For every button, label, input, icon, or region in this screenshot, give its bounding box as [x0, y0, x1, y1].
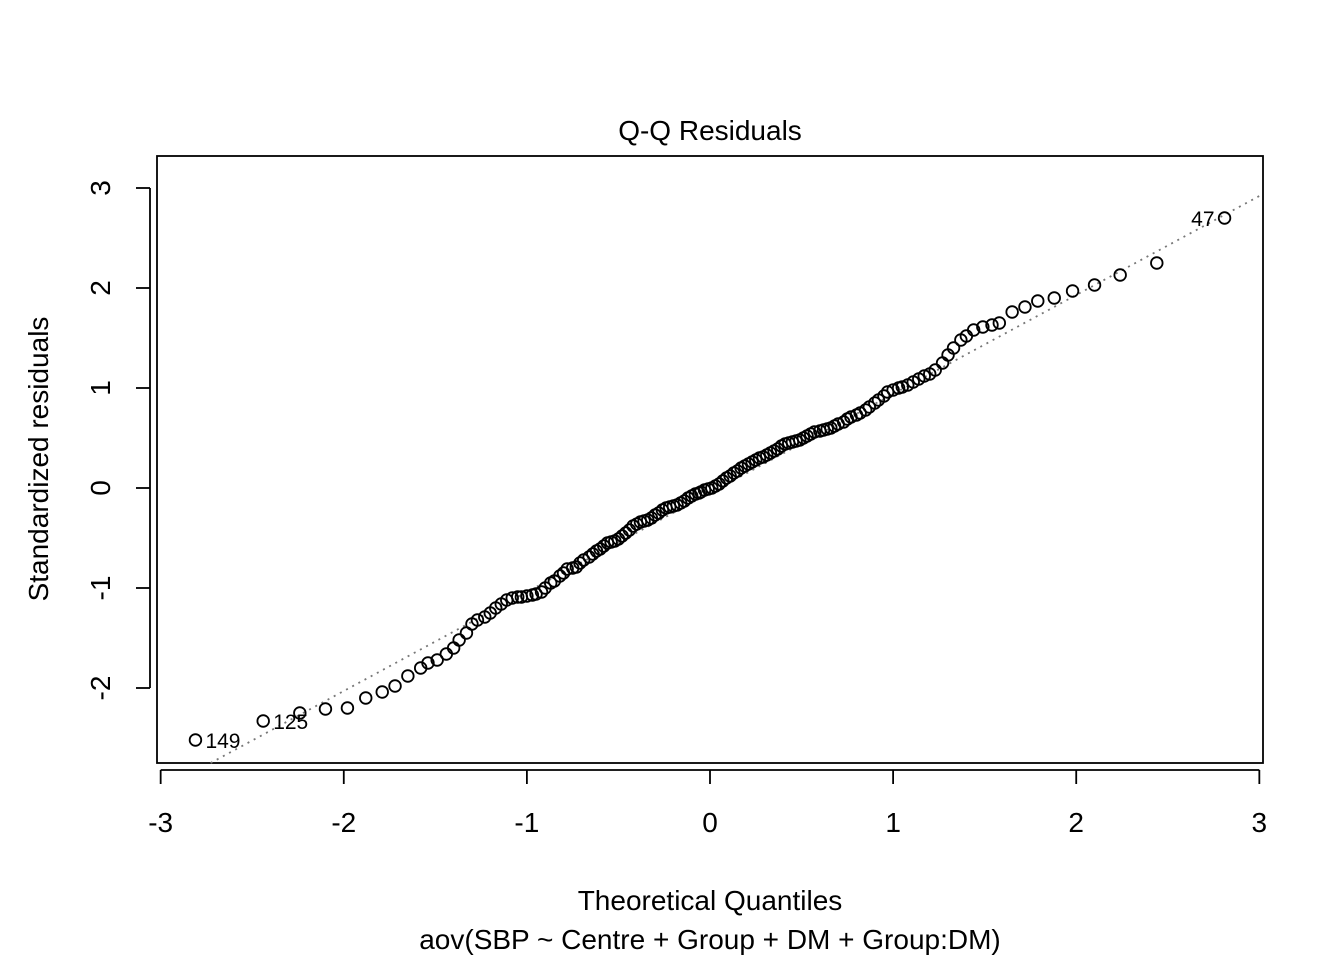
- residual-point: [1113, 268, 1127, 282]
- plot-frame: [156, 155, 1264, 764]
- residual-point: [1217, 211, 1232, 225]
- residual-point: [569, 560, 584, 574]
- residual-point: [560, 562, 574, 576]
- outlier-label: 125: [273, 711, 308, 734]
- residual-point: [1047, 291, 1061, 305]
- x-tick-label: 2: [1068, 807, 1084, 838]
- y-tick-label: 3: [85, 180, 116, 196]
- residual-point: [619, 526, 633, 540]
- y-axis-title: Standardized residuals: [23, 317, 54, 602]
- outlier-labels: 47 125 149: [205, 208, 1214, 753]
- residual-point: [188, 733, 203, 747]
- residual-point: [439, 647, 454, 661]
- residual-point: [256, 714, 270, 728]
- residual-point: [877, 389, 891, 403]
- residual-point: [946, 341, 961, 355]
- residual-point: [928, 363, 942, 377]
- residual-point: [573, 556, 587, 570]
- residual-point: [966, 323, 981, 337]
- model-subtitle: aov(SBP ~ Centre + Group + DM + Group:DM…: [419, 924, 1001, 955]
- residual-point: [985, 318, 999, 332]
- y-axis: -2 -1 0 1 2 3: [85, 180, 151, 701]
- residual-point: [976, 320, 990, 334]
- residual-point: [359, 691, 373, 705]
- residual-point: [430, 653, 444, 667]
- outlier-label: 47: [1191, 208, 1214, 231]
- residual-point: [470, 613, 485, 627]
- outlier-label: 149: [205, 730, 240, 753]
- residual-point: [452, 633, 466, 647]
- y-tick-label: -1: [85, 576, 116, 601]
- residual-point: [388, 679, 402, 693]
- residual-point: [553, 569, 567, 583]
- residual-point: [375, 685, 389, 699]
- residual-point: [992, 316, 1007, 330]
- chart-title: Q-Q Residuals: [618, 115, 802, 146]
- x-tick-label: 3: [1252, 807, 1268, 838]
- residual-point: [318, 702, 333, 716]
- x-tick-label: -3: [148, 807, 173, 838]
- residual-point: [597, 539, 611, 553]
- y-tick-label: 2: [85, 280, 116, 296]
- residual-point: [807, 425, 822, 439]
- residual-points: [188, 211, 1232, 747]
- residual-point: [1087, 278, 1102, 292]
- residual-point: [401, 669, 415, 683]
- residual-point: [868, 396, 882, 410]
- residual-point: [1018, 300, 1032, 314]
- y-tick-label: 0: [85, 480, 116, 496]
- x-tick-label: -2: [331, 807, 356, 838]
- residual-point: [1065, 284, 1080, 298]
- residual-point: [421, 656, 435, 670]
- x-tick-label: -1: [514, 807, 539, 838]
- residual-point: [520, 589, 534, 603]
- residual-point: [1031, 294, 1045, 308]
- residual-point: [511, 590, 525, 604]
- y-tick-label: 1: [85, 380, 116, 396]
- residual-point: [1005, 305, 1019, 319]
- residual-point: [293, 706, 307, 720]
- residual-point: [505, 591, 519, 605]
- x-axis-title: Theoretical Quantiles: [578, 885, 843, 916]
- residual-point: [858, 403, 873, 417]
- x-tick-label: 0: [702, 807, 718, 838]
- residual-point: [340, 701, 355, 715]
- residual-point: [1150, 256, 1164, 270]
- y-tick-label: -2: [85, 676, 116, 701]
- residual-point: [446, 641, 461, 655]
- residual-point: [935, 356, 950, 370]
- x-tick-label: 1: [885, 807, 901, 838]
- x-axis: -3 -2 -1 0 1 2 3: [148, 769, 1268, 838]
- residual-point: [534, 585, 549, 599]
